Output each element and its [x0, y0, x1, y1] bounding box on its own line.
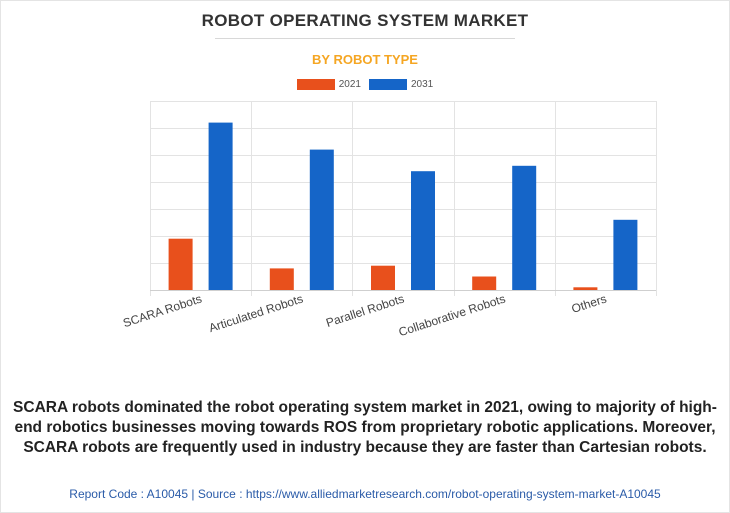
x-tick-label: Others	[570, 292, 609, 316]
legend-label-2021: 2021	[338, 79, 361, 90]
bar-2021-parallel-robots[interactable]	[371, 265, 395, 290]
chart-caption: SCARA robots dominated the robot operati…	[13, 399, 717, 456]
bar-chart: SCARA Robots Articulated Robots Parallel R…	[121, 101, 657, 340]
x-tick-label: Collaborative Robots	[397, 292, 507, 340]
bar-2031-collaborative-robots[interactable]	[512, 165, 537, 290]
bar-2031-articulated-robots[interactable]	[309, 149, 334, 290]
legend-label-2031: 2031	[411, 79, 434, 90]
legend-swatch-2021	[296, 79, 335, 90]
bar-2031-parallel-robots[interactable]	[411, 171, 435, 290]
legend-item-2031[interactable]: 2031	[369, 79, 433, 90]
x-tick-label: SCARA Robots	[121, 292, 203, 331]
bar-2021-others[interactable]	[573, 287, 598, 290]
chart-title: ROBOT OPERATING SYSTEM MARKET	[201, 11, 529, 30]
x-tick-label: Parallel Robots	[324, 292, 406, 330]
bar-2021-articulated-robots[interactable]	[269, 268, 294, 290]
title-divider	[215, 38, 515, 39]
source-footer[interactable]: Report Code : A10045 | Source : https://…	[69, 487, 661, 501]
legend-swatch-2031	[369, 79, 407, 90]
bar-2021-scara-robots[interactable]	[168, 238, 193, 290]
chart-legend: 2021 2031	[0, 79, 730, 90]
legend-item-2021[interactable]: 2021	[296, 79, 361, 90]
bar-2031-scara-robots[interactable]	[208, 122, 233, 290]
bar-2031-others[interactable]	[613, 219, 638, 290]
chart-subtitle: BY ROBOT TYPE	[312, 52, 418, 67]
x-tick-label: Articulated Robots	[207, 292, 305, 336]
bar-2021-collaborative-robots[interactable]	[472, 276, 497, 291]
